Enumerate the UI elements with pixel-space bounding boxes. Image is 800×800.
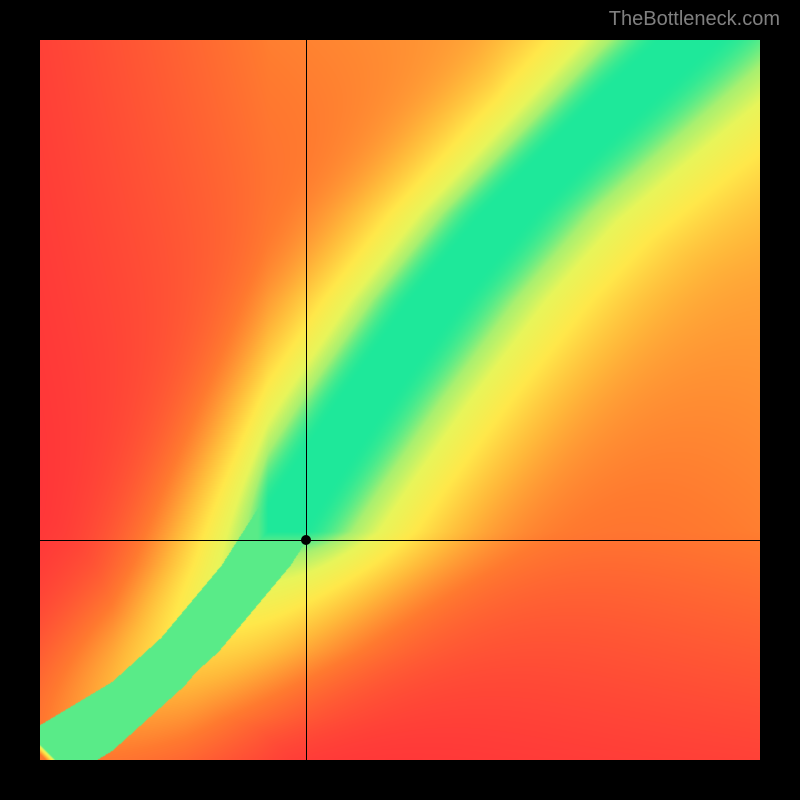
heatmap-plot	[40, 40, 760, 760]
crosshair-horizontal	[40, 540, 760, 541]
watermark-text: TheBottleneck.com	[609, 8, 780, 31]
crosshair-vertical	[306, 40, 307, 760]
crosshair-point	[301, 535, 311, 545]
heatmap-canvas	[40, 40, 760, 760]
